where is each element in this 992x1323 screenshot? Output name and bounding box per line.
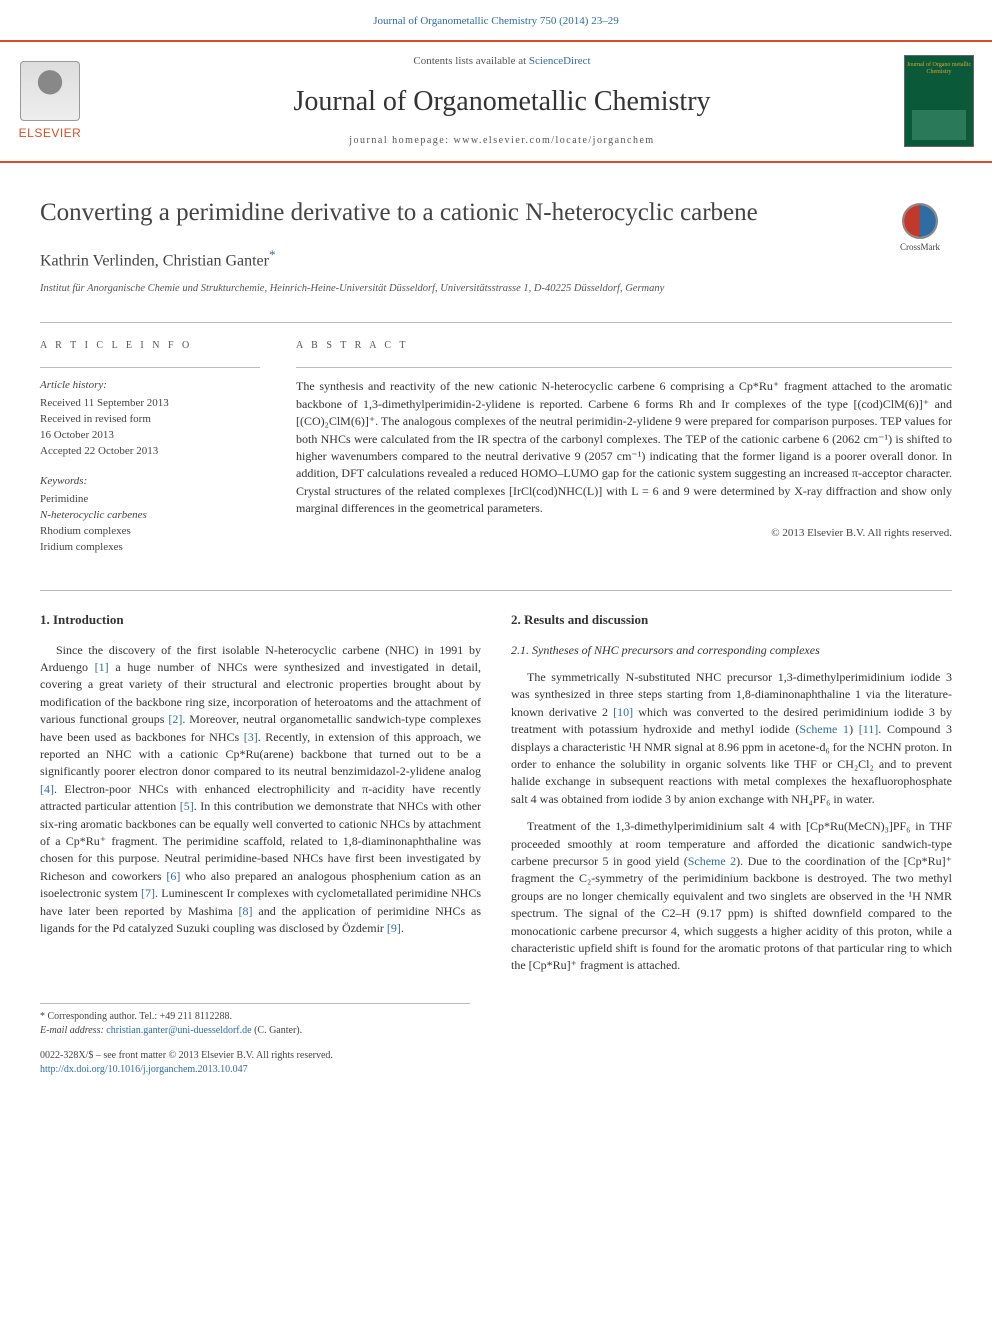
article-title: Converting a perimidine derivative to a …: [40, 197, 800, 228]
keyword: Perimidine: [40, 492, 260, 508]
footer-bottom: 0022-328X/$ – see front matter © 2013 El…: [0, 1039, 992, 1098]
citation-link[interactable]: Journal of Organometallic Chemistry 750 …: [373, 15, 618, 27]
journal-cover-thumb: Journal of Organo metallic Chemistry: [904, 50, 984, 153]
abs-rule: [296, 367, 952, 368]
section-1-title: 1. Introduction: [40, 611, 481, 630]
keyword: N-heterocyclic carbenes: [40, 508, 260, 524]
crossmark-label: CrossMark: [888, 241, 952, 254]
history-heading: Article history:: [40, 378, 260, 394]
citation-header: Journal of Organometallic Chemistry 750 …: [0, 0, 992, 40]
corr-email-line: E-mail address: christian.ganter@uni-due…: [40, 1024, 470, 1039]
history-line: Received 11 September 2013: [40, 396, 260, 412]
affiliation: Institut für Anorganische Chemie und Str…: [40, 281, 952, 296]
journal-name: Journal of Organometallic Chemistry: [293, 82, 710, 123]
keywords-block: Keywords: Perimidine N-heterocyclic carb…: [40, 474, 260, 556]
cover-image: Journal of Organo metallic Chemistry: [904, 55, 974, 147]
keywords-heading: Keywords:: [40, 474, 260, 490]
intro-paragraph: Since the discovery of the first isolabl…: [40, 642, 481, 938]
contents-prefix: Contents lists available at: [413, 55, 528, 67]
results-paragraph-1: The symmetrically N-substituted NHC prec…: [511, 669, 952, 808]
corr-tel: * Corresponding author. Tel.: +49 211 81…: [40, 1010, 470, 1025]
corresponding-author-note: * Corresponding author. Tel.: +49 211 81…: [40, 1003, 470, 1039]
email-link[interactable]: christian.ganter@uni-duesseldorf.de: [106, 1025, 251, 1036]
crossmark-icon: [902, 203, 938, 239]
issn-line: 0022-328X/$ – see front matter © 2013 El…: [40, 1049, 952, 1064]
author-names: Kathrin Verlinden, Christian Ganter: [40, 253, 269, 270]
section-2-title: 2. Results and discussion: [511, 611, 952, 630]
email-suffix: (C. Ganter).: [252, 1025, 303, 1036]
article-info-label: A R T I C L E I N F O: [40, 339, 260, 354]
article-history: Article history: Received 11 September 2…: [40, 378, 260, 460]
abstract-copyright: © 2013 Elsevier B.V. All rights reserved…: [296, 526, 952, 542]
left-column: 1. Introduction Since the discovery of t…: [40, 611, 481, 985]
crossmark-badge[interactable]: CrossMark: [888, 203, 952, 254]
publisher-logo-block: ELSEVIER: [0, 42, 100, 161]
email-label: E-mail address:: [40, 1025, 106, 1036]
sciencedirect-link[interactable]: ScienceDirect: [529, 55, 591, 67]
article-info-col: A R T I C L E I N F O Article history: R…: [40, 339, 260, 570]
right-column: 2. Results and discussion 2.1. Syntheses…: [511, 611, 952, 985]
abstract-text: The synthesis and reactivity of the new …: [296, 378, 952, 517]
journal-homepage: journal homepage: www.elsevier.com/locat…: [349, 134, 654, 149]
header-center: Contents lists available at ScienceDirec…: [100, 42, 904, 161]
history-line: Accepted 22 October 2013: [40, 444, 260, 460]
history-line: 16 October 2013: [40, 428, 260, 444]
keyword: Rhodium complexes: [40, 524, 260, 540]
keyword: Iridium complexes: [40, 540, 260, 556]
publisher-name: ELSEVIER: [19, 125, 82, 142]
section-2-1-title: 2.1. Syntheses of NHC precursors and cor…: [511, 642, 952, 659]
doi-link[interactable]: http://dx.doi.org/10.1016/j.jorganchem.2…: [40, 1064, 248, 1075]
authors-line: Kathrin Verlinden, Christian Ganter*: [40, 246, 952, 273]
history-line: Received in revised form: [40, 412, 260, 428]
elsevier-tree-icon: [20, 61, 80, 121]
info-rule: [40, 367, 260, 368]
results-paragraph-2: Treatment of the 1,3-dimethylperimidiniu…: [511, 818, 952, 975]
body-columns: 1. Introduction Since the discovery of t…: [0, 591, 992, 995]
corresponding-marker: *: [269, 247, 276, 262]
info-abstract-row: A R T I C L E I N F O Article history: R…: [0, 323, 992, 590]
abstract-label: A B S T R A C T: [296, 339, 952, 354]
abstract-col: A B S T R A C T The synthesis and reacti…: [296, 339, 952, 570]
article-head: CrossMark Converting a perimidine deriva…: [0, 163, 992, 322]
journal-header-band: ELSEVIER Contents lists available at Sci…: [0, 40, 992, 163]
contents-line: Contents lists available at ScienceDirec…: [413, 54, 590, 70]
